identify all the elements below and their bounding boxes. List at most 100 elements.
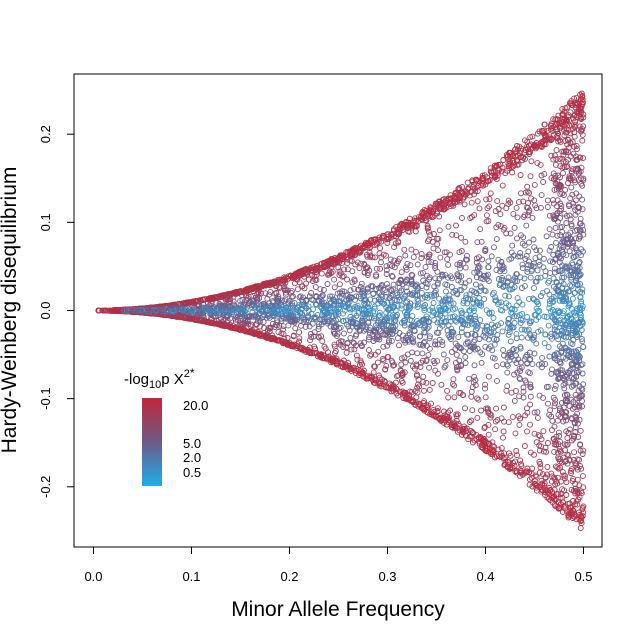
data-point [517,172,524,178]
data-point [375,296,382,303]
data-point [340,252,347,259]
data-point [488,329,495,336]
data-point [487,190,494,197]
data-point [568,269,575,275]
data-point [568,486,575,493]
data-point [453,222,459,229]
data-point [572,197,579,204]
data-point [441,249,448,256]
data-point [516,421,523,428]
data-point [558,267,565,274]
data-point [462,280,469,287]
data-point [138,307,145,314]
data-point [315,323,322,330]
data-point [414,350,421,357]
data-point [444,357,451,364]
data-point [534,267,541,274]
data-point [206,295,213,302]
data-point [389,273,396,280]
data-point [343,349,350,356]
data-point [370,290,377,297]
data-point [511,306,518,313]
data-point [244,294,251,301]
data-point [550,298,557,305]
data-point [569,260,576,267]
data-point [535,432,542,439]
data-point [448,328,455,335]
data-point [327,293,333,300]
data-point [312,284,319,291]
data-point [223,309,230,316]
data-point [577,309,584,316]
data-point [529,465,536,472]
data-point [464,338,471,345]
data-point [554,480,561,487]
data-point [549,231,556,238]
data-point [507,230,514,237]
data-point [208,305,215,312]
data-point [505,197,512,204]
data-point [514,235,520,242]
data-point [402,252,409,259]
data-point [547,258,554,265]
data-point [477,275,484,282]
data-point [520,234,527,241]
data-point [342,303,349,310]
data-point [545,344,552,351]
data-point [279,304,286,310]
data-point [577,215,584,222]
data-point [569,122,575,129]
data-point [511,397,518,404]
data-point [419,295,426,302]
data-point [483,439,490,446]
data-point [420,373,427,380]
data-point [321,262,328,269]
data-point [518,364,525,371]
data-point [524,265,531,272]
data-point [260,319,267,325]
data-point [468,305,475,312]
data-point [529,361,536,368]
data-point [579,386,586,393]
data-point [425,253,432,260]
data-point [402,278,409,285]
data-point [560,308,567,315]
data-point [490,336,497,343]
data-point [458,248,465,254]
data-point [420,303,427,310]
data-point [492,426,499,433]
data-point [426,333,433,340]
data-point [229,322,236,329]
data-point [541,171,548,178]
data-point [570,475,577,482]
data-point [453,290,460,297]
data-point [437,254,444,261]
data-point [396,284,403,291]
data-point [548,470,555,477]
data-point [559,248,566,255]
data-point [573,326,580,333]
data-point [526,149,532,155]
data-point [445,416,452,423]
legend-title-sub: 10 [149,379,161,391]
data-point [560,382,567,389]
data-point [513,157,520,164]
data-point [507,338,514,345]
data-point [566,203,572,209]
data-point [372,254,379,261]
data-point [459,426,466,433]
data-point [458,234,465,241]
data-point [492,418,499,425]
data-point [347,314,354,320]
data-point [573,329,580,336]
color-bar-label: 20.0 [183,398,208,413]
data-point [574,208,581,215]
data-point [539,360,545,367]
data-point [300,294,307,301]
data-point [552,382,559,389]
data-point [449,424,456,431]
data-point [438,381,445,388]
data-point [341,288,348,295]
data-point [315,321,322,327]
data-point [579,370,586,377]
